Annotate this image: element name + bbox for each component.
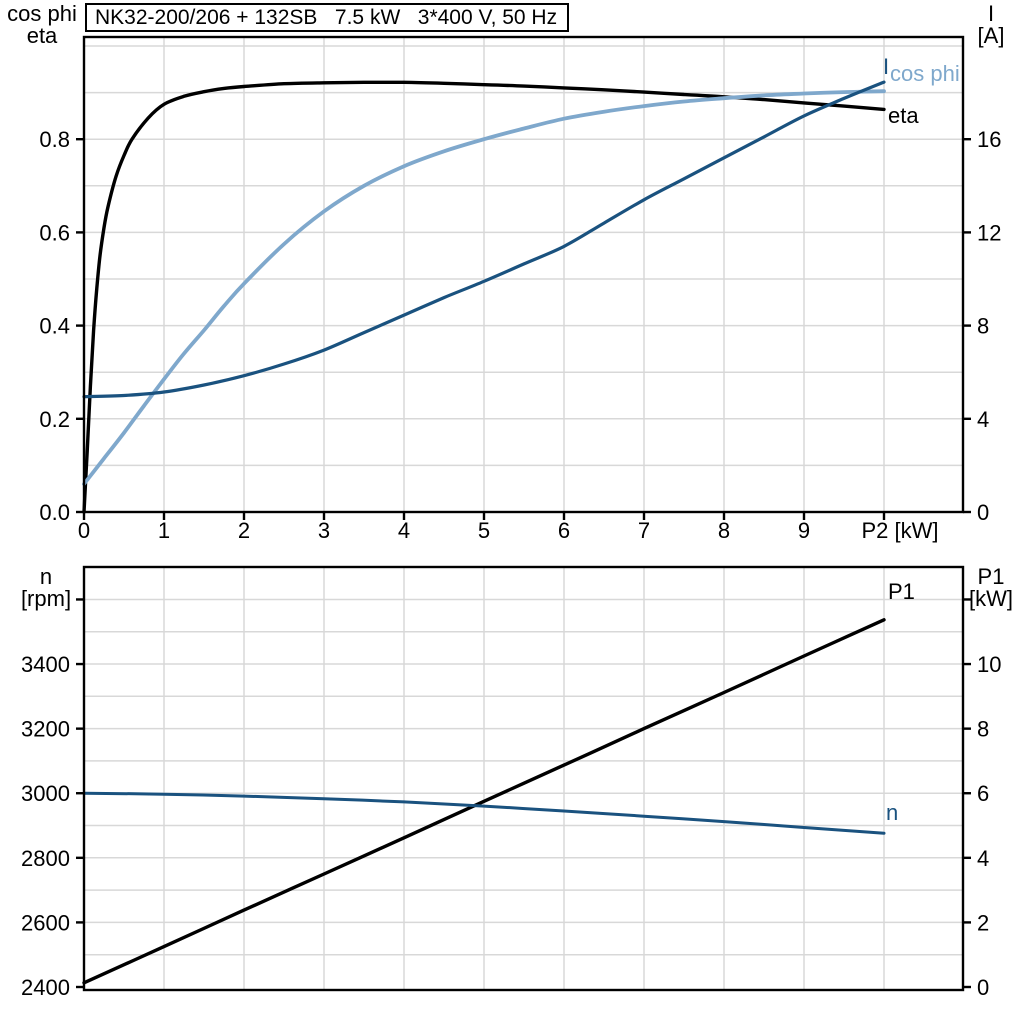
eta-axis-label: eta	[26, 23, 58, 48]
rpm-unit-label: [rpm]	[20, 586, 72, 611]
right-tick-label: 4	[977, 846, 989, 871]
x-tick-label: 5	[478, 518, 490, 543]
curve-label-cos-phi: cos phi	[890, 61, 960, 86]
chart-title: NK32-200/206 + 132SB 7.5 kW 3*400 V, 50 …	[95, 5, 558, 29]
right-tick-label: 4	[977, 407, 989, 432]
x-tick-label: 4	[398, 518, 410, 543]
right-tick-label: 12	[977, 220, 1001, 245]
current-axis-label: I	[987, 1, 995, 26]
speed-axis-label: n	[39, 564, 53, 589]
right-tick-label: 8	[977, 314, 989, 339]
bottom-chart: 2400 2600 2800 3000 3200 3400 0 2 4 6 8 10 P1 n	[21, 565, 1001, 1000]
x-tick-label: P2 [kW]	[861, 518, 938, 543]
x-tick-label: 8	[718, 518, 730, 543]
P1-curve	[82, 618, 886, 985]
bottom-left-axis-title: n [rpm]	[0, 566, 92, 610]
cos-phi-axis-label: cos phi	[7, 1, 77, 26]
curve-label-I: I	[883, 54, 889, 79]
plot-frame	[82, 565, 965, 992]
right-tick-label: 8	[977, 717, 989, 742]
left-tick-label: 2600	[21, 910, 70, 935]
left-tick-label: 3400	[21, 652, 70, 677]
left-tick-label: 3200	[21, 717, 70, 742]
amps-unit-label: [A]	[977, 23, 1005, 48]
top-left-axis-title: cos phi eta	[0, 3, 84, 47]
x-tick-label: 2	[238, 518, 250, 543]
cos-phi-curve	[82, 89, 886, 486]
left-tick-label: 0.8	[39, 127, 70, 152]
x-tick-label: 1	[158, 518, 170, 543]
left-tick-label: 3000	[21, 781, 70, 806]
plot-frame	[82, 35, 965, 514]
curve-label-n: n	[886, 800, 898, 825]
right-tick-label: 0	[977, 500, 989, 525]
x-tick-label: 0	[78, 518, 90, 543]
right-tick-label: 0	[977, 975, 989, 1000]
right-tick-label: 2	[977, 910, 989, 935]
left-tick-label: 2800	[21, 846, 70, 871]
I-curve	[82, 80, 886, 399]
x-tick-label: 9	[798, 518, 810, 543]
kw-unit-label: [kW]	[969, 586, 1013, 611]
left-tick-label: 0.0	[39, 500, 70, 525]
left-tick-label: 0.4	[39, 314, 70, 339]
chart-title-box: NK32-200/206 + 132SB 7.5 kW 3*400 V, 50 …	[85, 3, 570, 32]
curve-label-P1: P1	[888, 579, 915, 604]
left-tick-label: 0.2	[39, 407, 70, 432]
right-tick-label: 10	[977, 652, 1001, 677]
curve-label-eta: eta	[888, 103, 919, 128]
x-tick-label: 7	[638, 518, 650, 543]
x-tick-label: 3	[318, 518, 330, 543]
left-tick-label: 0.6	[39, 220, 70, 245]
eta-curve	[82, 80, 886, 514]
n-curve	[82, 791, 886, 835]
bottom-right-axis-title: P1 [kW]	[958, 566, 1024, 610]
right-tick-label: 16	[977, 127, 1001, 152]
x-tick-label: 6	[558, 518, 570, 543]
right-tick-label: 6	[977, 781, 989, 806]
top-right-axis-title: I [A]	[958, 3, 1024, 47]
left-tick-label: 2400	[21, 975, 70, 1000]
p1-axis-label: P1	[977, 564, 1005, 589]
